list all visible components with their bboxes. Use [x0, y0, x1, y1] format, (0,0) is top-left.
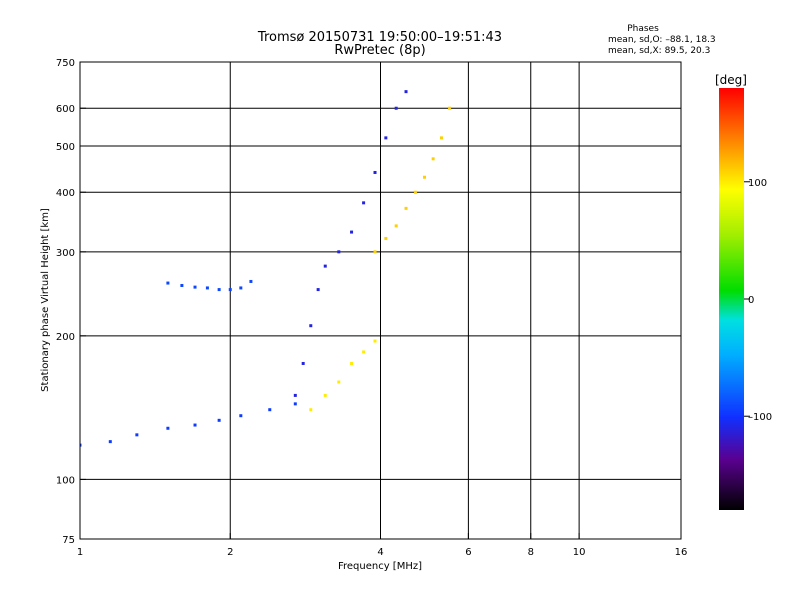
echo-point	[166, 426, 170, 430]
echo-point	[373, 170, 377, 174]
echo-point	[239, 414, 243, 418]
y-tick-label: 400	[56, 188, 75, 199]
y-tick-label: 750	[56, 58, 75, 69]
x-axis-label: Frequency [MHz]	[338, 561, 422, 572]
echo-point	[80, 443, 82, 447]
echo-point	[404, 206, 408, 210]
echo-point	[239, 286, 243, 290]
y-axis-label: Stationary phase Virtual Height [km]	[40, 208, 51, 392]
x-axis-ticks: 1 2 4 6 8 10 16	[77, 533, 688, 558]
echo-point	[193, 423, 197, 427]
echo-point	[431, 157, 435, 161]
echo-point	[166, 281, 170, 285]
echo-point	[316, 288, 320, 292]
echo-point	[350, 361, 354, 365]
echo-point	[337, 250, 341, 254]
y-tick-label: 500	[56, 142, 75, 153]
colorbar-ticks: –100 0 100	[744, 178, 772, 423]
echo-point	[384, 236, 388, 240]
echo-point	[413, 190, 417, 194]
echo-point	[309, 408, 313, 412]
echo-point	[323, 264, 327, 268]
echo-point	[362, 350, 366, 354]
echo-point	[217, 418, 221, 422]
y-tick-label: 100	[56, 475, 75, 486]
y-tick-label: 200	[56, 332, 75, 343]
echo-point	[205, 286, 209, 290]
colorbar-tick-label: 100	[748, 178, 767, 189]
colorbar-tick-label: –100	[748, 412, 772, 423]
phases-heading: Phases	[627, 24, 659, 34]
echo-point	[440, 136, 444, 140]
y-tick-label: 600	[56, 104, 75, 115]
grid-lines	[80, 62, 681, 539]
echo-point	[350, 230, 354, 234]
echo-point	[293, 393, 297, 397]
echo-point	[268, 408, 272, 412]
echo-point	[337, 380, 341, 384]
chart-title-line1: Tromsø 20150731 19:50:00–19:51:43	[257, 30, 502, 45]
echo-point	[384, 136, 388, 140]
echo-point	[135, 433, 139, 437]
echo-point	[422, 175, 426, 179]
x-tick-label: 6	[465, 547, 471, 558]
echo-point	[404, 90, 408, 94]
x-tick-label: 8	[528, 547, 534, 558]
echo-point	[394, 224, 398, 228]
x-tick-label: 16	[675, 547, 688, 558]
x-tick-label: 1	[77, 547, 83, 558]
data-points	[80, 90, 452, 447]
echo-point	[217, 288, 221, 292]
echo-point	[373, 339, 377, 343]
echo-point	[180, 283, 184, 287]
y-tick-label: 300	[56, 248, 75, 259]
echo-point	[309, 324, 313, 328]
echo-point	[394, 106, 398, 110]
echo-point	[193, 285, 197, 289]
colorbar	[719, 88, 744, 510]
y-tick-label: 75	[62, 535, 75, 546]
colorbar-label: [deg]	[715, 73, 747, 87]
x-tick-label: 4	[377, 547, 383, 558]
echo-point	[249, 279, 253, 283]
echo-point	[108, 440, 112, 444]
colorbar-tick-label: 0	[748, 295, 754, 306]
chart-title-line2: RwPretec (8p)	[334, 43, 425, 58]
y-axis-ticks: 75 100 200 300 400 500 600 750	[56, 58, 86, 546]
echo-point	[293, 402, 297, 406]
echo-point	[301, 361, 305, 365]
echo-point	[448, 106, 452, 110]
x-tick-label: 2	[227, 547, 233, 558]
echo-point	[362, 201, 366, 205]
echo-point	[228, 288, 232, 292]
echo-point	[323, 393, 327, 397]
phases-o-stats: mean, sd,O: –88.1, 18.3	[608, 35, 716, 45]
x-tick-label: 10	[573, 547, 586, 558]
phases-x-stats: mean, sd,X: 89.5, 20.3	[608, 46, 710, 56]
echo-point	[373, 250, 377, 254]
